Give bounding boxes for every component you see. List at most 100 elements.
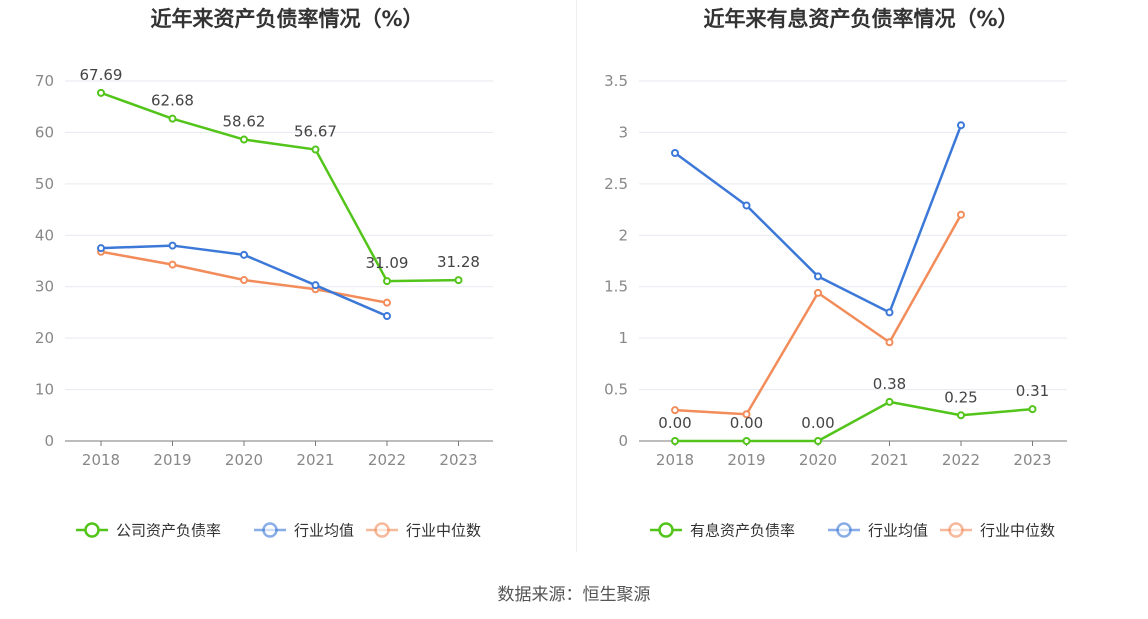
data-point [742, 437, 751, 445]
data-point [885, 397, 894, 406]
data-point [742, 410, 751, 419]
data-point [240, 276, 248, 285]
y-tick-label: 70 [35, 72, 54, 90]
data-label: 0.38 [873, 375, 906, 393]
data-point [240, 250, 248, 259]
data-label: 67.69 [80, 66, 123, 84]
chart-title: 近年来资产负债率情况（%） [150, 7, 423, 31]
data-point [814, 288, 822, 297]
chart-panel-interest-debt-ratio: 近年来有息资产负债率情况（%） 0 0.5 1 1.5 2 2.5 3 3.5 2018 2019 2… [574, 0, 1148, 560]
x-tick-label: 2022 [368, 451, 406, 469]
y-tick-label: 2 [618, 226, 628, 244]
data-point [454, 276, 463, 285]
data-point [383, 298, 391, 307]
series-line-2 [674, 214, 963, 416]
data-label: 0.25 [944, 388, 977, 406]
y-tick-label: 40 [35, 226, 54, 244]
x-tick-label: 2019 [153, 451, 191, 469]
x-tick-label: 2022 [942, 451, 980, 469]
y-tick-label: 60 [35, 123, 54, 141]
data-label: 58.62 [223, 113, 266, 131]
x-tick-label: 2019 [727, 451, 765, 469]
y-tick-label: 50 [35, 175, 54, 193]
y-tick-label: 2.5 [604, 175, 628, 193]
series-line-0 [100, 91, 459, 283]
x-tick-label: 2023 [1013, 451, 1051, 469]
data-point [168, 241, 177, 250]
data-source-note: 数据来源：恒生聚源 [497, 585, 651, 605]
data-point [885, 308, 894, 317]
legend-marker [948, 522, 964, 538]
series-line-1 [674, 124, 963, 314]
data-point [311, 145, 320, 154]
legend-label: 公司资产负债率 [116, 522, 221, 540]
data-point [957, 210, 965, 219]
data-point [168, 114, 177, 123]
data-point [814, 437, 822, 445]
legend-item[interactable]: 行业中位数 [940, 522, 1055, 540]
data-point [671, 437, 679, 445]
data-point [168, 260, 177, 269]
data-point [957, 121, 965, 130]
legend-marker [836, 522, 852, 538]
y-tick-label: 3.5 [604, 72, 628, 90]
data-label: 0.31 [1016, 382, 1049, 400]
data-point [311, 281, 320, 290]
y-tick-label: 30 [35, 278, 54, 296]
y-tick-label: 0 [618, 432, 628, 450]
data-label: 31.28 [437, 253, 480, 271]
y-tick-label: 10 [35, 381, 54, 399]
y-tick-label: 1.5 [604, 278, 628, 296]
y-tick-label: 3 [618, 123, 628, 141]
data-point [1028, 405, 1037, 414]
legend-item[interactable]: 行业均值 [254, 522, 354, 540]
legend-item[interactable]: 有息资产负债率 [650, 522, 795, 540]
data-point [957, 411, 965, 420]
x-tick-label: 2020 [225, 451, 263, 469]
legend-item[interactable]: 公司资产负债率 [76, 522, 221, 540]
interest-debt-ratio-chart: 近年来有息资产负债率情况（%） 0 0.5 1 1.5 2 2.5 3 3.5 2018 2019 2… [604, 7, 1067, 540]
data-label: 31.09 [366, 254, 409, 272]
legend-label: 行业均值 [294, 522, 354, 540]
legend-item[interactable]: 行业均值 [828, 522, 928, 540]
data-point [814, 272, 822, 281]
data-point [97, 88, 105, 97]
chart-panel-debt-ratio: 近年来资产负债率情况（%） 0 10 20 30 40 50 60 70 2018 2019 2020… [0, 0, 574, 560]
legend-label: 有息资产负债率 [690, 522, 795, 540]
y-tick-label: 1 [618, 329, 628, 347]
data-point [671, 149, 679, 157]
x-tick-label: 2021 [296, 451, 334, 469]
x-tick-label: 2020 [799, 451, 837, 469]
data-point [383, 312, 391, 321]
legend-marker [84, 522, 100, 538]
data-point [885, 338, 894, 347]
legend-marker [374, 522, 390, 538]
data-label: 62.68 [151, 92, 194, 110]
y-tick-label: 0.5 [604, 381, 628, 399]
data-point [742, 201, 751, 210]
panel-divider [576, 0, 577, 552]
data-label: 0.00 [658, 414, 691, 432]
data-label: 0.00 [730, 414, 763, 432]
data-point [671, 406, 679, 415]
series-line-0 [675, 400, 1033, 443]
data-label: 56.67 [294, 123, 337, 141]
legend-marker [658, 522, 674, 538]
y-tick-label: 20 [35, 329, 54, 347]
x-tick-label: 2018 [656, 451, 694, 469]
legend-label: 行业中位数 [980, 522, 1055, 540]
y-tick-label: 0 [44, 432, 54, 450]
data-point [97, 244, 105, 253]
legend-item[interactable]: 行业中位数 [366, 522, 481, 540]
chart-title: 近年来有息资产负债率情况（%） [703, 7, 1018, 31]
data-point [240, 135, 248, 144]
x-tick-label: 2018 [82, 451, 120, 469]
legend-label: 行业均值 [868, 522, 928, 540]
legend-marker [262, 522, 278, 538]
debt-ratio-chart: 近年来资产负债率情况（%） 0 10 20 30 40 50 60 70 2018 2019 2020… [35, 7, 493, 540]
data-point [383, 277, 391, 286]
legend-label: 行业中位数 [406, 522, 481, 540]
x-tick-label: 2021 [870, 451, 908, 469]
data-label: 0.00 [801, 414, 834, 432]
x-tick-label: 2023 [439, 451, 477, 469]
